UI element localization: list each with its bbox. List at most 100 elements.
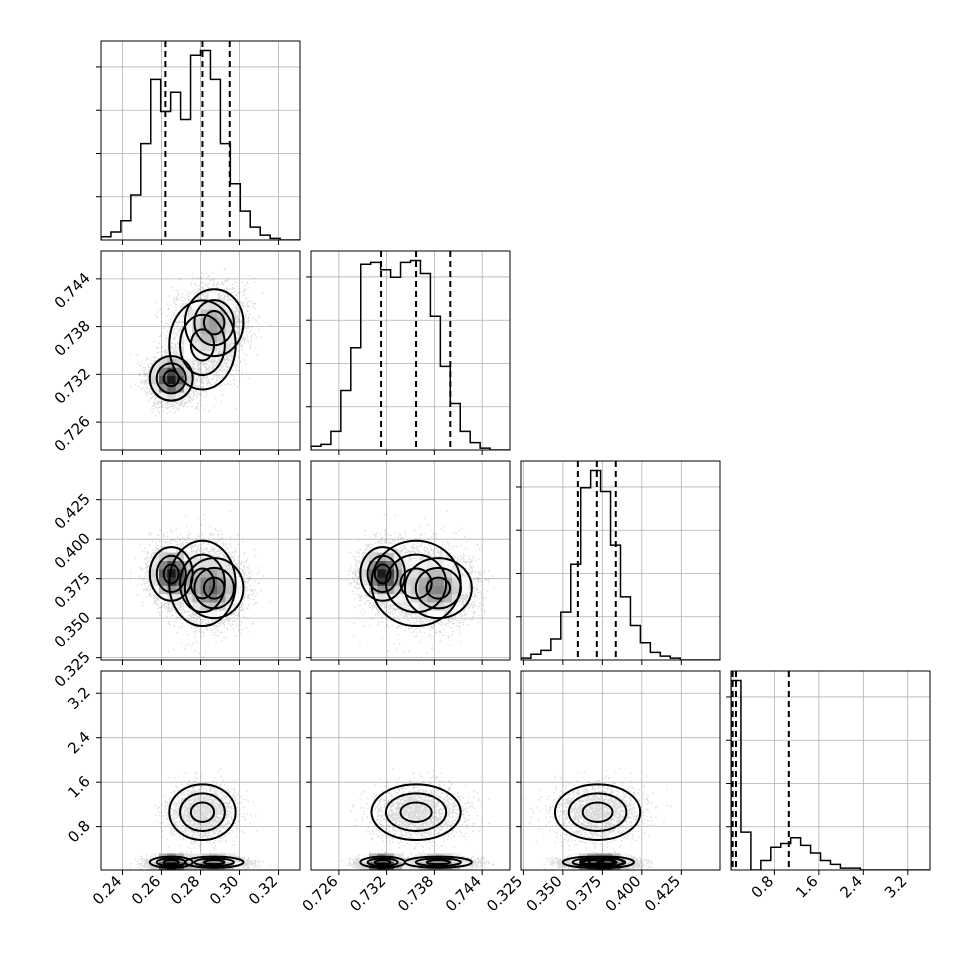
x-tick-label: 0.732: [346, 872, 389, 915]
x-tick-label: 0.744: [442, 872, 485, 915]
y-tick-label: 0.400: [51, 529, 94, 572]
density-cell: [460, 577, 470, 586]
x-tick-label: 0.375: [562, 872, 605, 915]
density-cell: [159, 358, 168, 368]
y-tick-label: 0.726: [51, 412, 94, 455]
contour-line: [179, 792, 226, 832]
contour-line: [403, 855, 473, 869]
density-cell: [418, 577, 428, 586]
density-cell: [150, 568, 160, 578]
density-cell: [200, 568, 210, 578]
contour-line: [162, 369, 180, 388]
density-cell: [443, 585, 453, 595]
contour-line: [168, 539, 237, 628]
density-cell: [217, 610, 226, 620]
density-cell: [369, 577, 378, 586]
scatter-points: [341, 768, 495, 870]
density-cell: [175, 560, 185, 570]
density-cell: [208, 309, 218, 318]
density-cell: [360, 568, 370, 578]
density-cell: [200, 309, 210, 318]
contour-line: [373, 563, 392, 585]
density-cell: [233, 577, 243, 586]
density-cell: [435, 610, 445, 620]
density-cell: [192, 568, 201, 578]
y-tick-label: 2.4: [64, 728, 94, 758]
density-cell: [175, 358, 185, 368]
contour-line: [384, 553, 448, 614]
scatter-cloud: [341, 768, 495, 870]
density-cell: [443, 560, 453, 570]
contour-line: [414, 857, 462, 867]
x-tick-label: 0.400: [602, 872, 645, 915]
contour-line: [162, 563, 180, 585]
contour-line: [403, 557, 473, 620]
contour-line: [425, 576, 452, 600]
density-cell: [192, 317, 201, 327]
scatter-points: [129, 268, 272, 421]
y-tick-label: 0.8: [64, 817, 94, 847]
density-cell: [208, 300, 218, 310]
contour-line: [553, 783, 642, 841]
density-cell: [167, 383, 177, 393]
panel-3-3: 0.8 1.6 2.4 3.2: [726, 670, 931, 902]
density-cell: [217, 333, 226, 343]
density-cell: [369, 560, 378, 570]
panel-0-0: [96, 40, 301, 245]
scatter-points: [341, 510, 495, 658]
density-cell: [377, 543, 387, 553]
density-cell: [192, 577, 201, 586]
x-tick-label: 1.6: [792, 872, 822, 902]
x-tick-label: 0.425: [641, 872, 684, 915]
density-cell: [159, 552, 168, 561]
density-cell: [225, 593, 235, 603]
density-cell: [217, 317, 226, 327]
density-cell: [175, 367, 185, 376]
contour-line: [168, 783, 237, 841]
contour-line: [162, 859, 180, 866]
panel-2-2: [516, 460, 721, 665]
density-cell: [192, 325, 201, 335]
density-cell: [175, 375, 185, 385]
x-tick-label: 0.26: [128, 872, 164, 908]
density-cell: [192, 601, 201, 611]
panel-frame: [310, 670, 511, 871]
density-cell: [192, 342, 201, 351]
density-cell: [402, 585, 411, 595]
density-cell: [217, 560, 226, 570]
contour-line: [189, 328, 216, 362]
contour-line: [168, 299, 237, 391]
density-cell: [183, 593, 193, 603]
density-cell: [217, 342, 226, 351]
density-cell: [200, 560, 210, 570]
density-cell: [233, 585, 243, 595]
contour-line: [370, 539, 462, 628]
density-cell: [150, 375, 160, 385]
density-cell: [183, 367, 193, 376]
density-cell: [167, 577, 177, 586]
contour-line: [202, 859, 226, 866]
density-cell: [167, 375, 177, 385]
contour-line: [399, 801, 433, 823]
y-tick-label: 0.732: [51, 364, 94, 407]
density-cell: [208, 317, 218, 327]
x-tick-label: 0.8: [748, 872, 778, 902]
panel-frame: [310, 250, 511, 451]
contour-line: [183, 288, 245, 358]
density-cell: [377, 585, 387, 595]
density-cell: [410, 560, 420, 570]
scatter-points: [129, 510, 272, 658]
panel-frame: [730, 670, 931, 871]
contour-line: [384, 792, 448, 832]
contour-line: [581, 859, 605, 866]
contour-line: [202, 309, 226, 336]
density-cell: [225, 309, 235, 318]
y-tick-label: 0.350: [51, 608, 94, 651]
density-cell: [192, 333, 201, 343]
density-cell: [360, 560, 370, 570]
density-cell: [183, 350, 193, 360]
y-tick-label: 0.738: [51, 317, 94, 360]
density-cell: [451, 577, 461, 586]
x-tick-label: 0.726: [299, 872, 342, 915]
